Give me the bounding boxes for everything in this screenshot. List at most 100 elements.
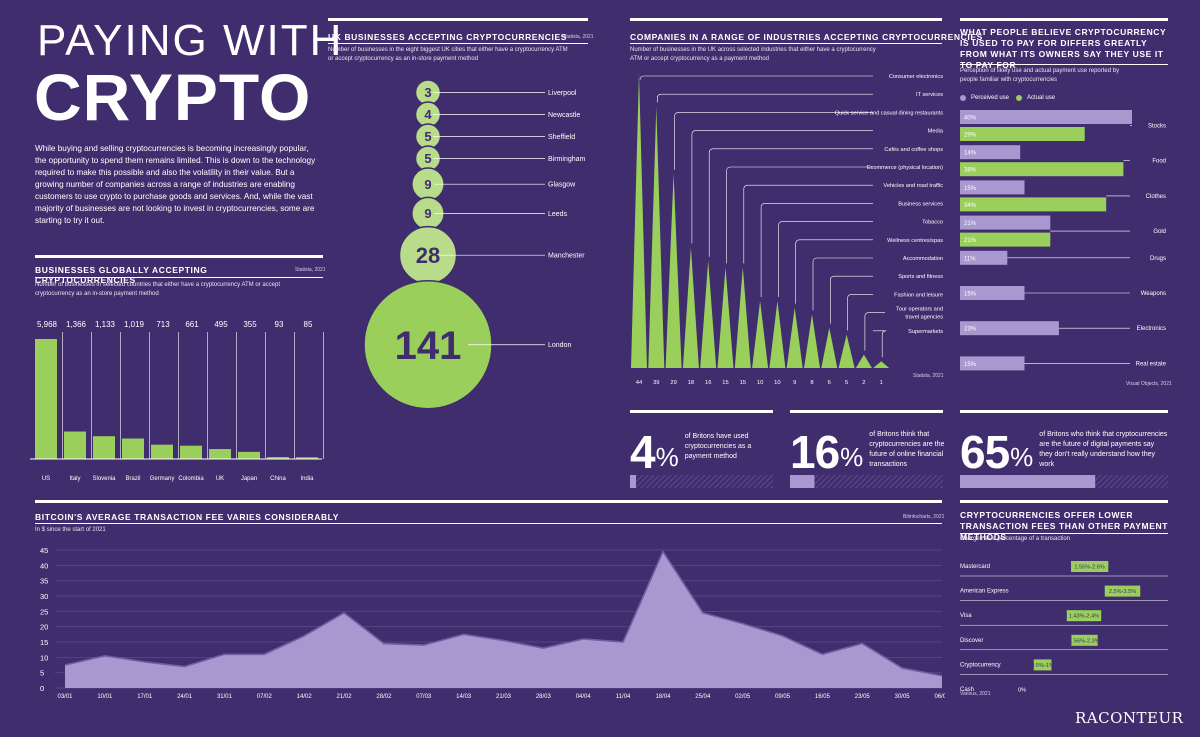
ind-label: Supermarkets bbox=[908, 329, 943, 335]
global-bar bbox=[180, 445, 202, 459]
fee-x-tick: 25/04 bbox=[695, 694, 711, 700]
ind-value-label: 15 bbox=[740, 380, 746, 386]
uk-title-underline bbox=[328, 43, 588, 44]
ind-value-label: 9 bbox=[793, 380, 796, 386]
ind-label: Sports and fitness bbox=[898, 274, 943, 280]
global-value-label: 1,019 bbox=[124, 320, 145, 329]
stat-fill bbox=[630, 475, 636, 488]
meth-range-label: 0.5%-1% bbox=[1031, 663, 1054, 669]
global-bar bbox=[209, 449, 231, 459]
fee-area bbox=[65, 551, 942, 688]
uk-city-label: London bbox=[548, 342, 571, 349]
uk-rule bbox=[328, 18, 588, 21]
legend-actual-label: Actual use bbox=[1027, 95, 1056, 101]
global-category-label: China bbox=[270, 476, 286, 482]
fee-x-tick: 18/04 bbox=[655, 694, 671, 700]
perc-actual-label: 34% bbox=[964, 203, 977, 209]
ind-label: Consumer electronics bbox=[889, 74, 943, 80]
uk-source: Statista, 2021 bbox=[563, 34, 594, 40]
ind-spike bbox=[717, 267, 734, 368]
ind-leader-line bbox=[726, 166, 873, 264]
uk-bubble-value: 4 bbox=[424, 107, 432, 122]
global-category-label: Slovenia bbox=[92, 476, 116, 482]
page-title-line2: CRYPTO bbox=[34, 60, 312, 134]
uk-bubble-value: 28 bbox=[416, 243, 440, 268]
meth-range-bar bbox=[1104, 585, 1141, 597]
ind-leader-line bbox=[847, 294, 873, 331]
fee-x-tick: 14/03 bbox=[456, 694, 472, 700]
fee-x-tick: 07/03 bbox=[416, 694, 432, 700]
fee-source: Bitinfocharts, 2021 bbox=[903, 514, 945, 520]
perc-category-label: Gold bbox=[1153, 229, 1166, 235]
fee-x-tick: 21/02 bbox=[337, 694, 353, 700]
meth-category-label: Mastercard bbox=[960, 564, 990, 570]
perc-category-label: Food bbox=[1152, 159, 1166, 165]
fee-line bbox=[64, 549, 943, 677]
ind-spike bbox=[786, 307, 803, 368]
global-bar-chart: 5,968 US 1,366 Italy 1,133 Slovenia 1,019 Brazi… bbox=[30, 320, 324, 482]
ind-leader-line bbox=[743, 184, 873, 264]
ind-leader-line bbox=[778, 221, 873, 297]
ind-leader-line bbox=[691, 130, 873, 244]
global-bar bbox=[64, 431, 86, 459]
uk-bubble-value: 9 bbox=[424, 206, 431, 221]
global-bar bbox=[122, 438, 144, 459]
ind-spike bbox=[648, 106, 665, 368]
ind-label: travel agencies bbox=[905, 315, 943, 321]
perc-perceived-bar bbox=[960, 145, 1021, 160]
perc-title: WHAT PEOPLE BELIEVE CRYPTOCURRENCY IS US… bbox=[960, 27, 1167, 70]
ind-label: IT services bbox=[916, 92, 943, 98]
global-value-label: 5,968 bbox=[37, 320, 58, 329]
perc-perceived-label: 14% bbox=[964, 151, 977, 157]
ind-title-underline bbox=[630, 43, 942, 44]
perc-perceived-bar bbox=[960, 250, 1008, 265]
ind-label: Vehicles and road traffic bbox=[883, 183, 943, 189]
fee-x-tick: 03/01 bbox=[57, 694, 73, 700]
meth-source: Various, 2021 bbox=[960, 691, 991, 697]
global-value-label: 1,366 bbox=[66, 320, 87, 329]
fee-x-tick: 06/06 bbox=[934, 694, 945, 700]
fee-title-underline bbox=[35, 523, 942, 524]
meth-range-bar bbox=[1033, 659, 1052, 671]
fee-y-tick: 30 bbox=[40, 592, 48, 601]
uk-bubble-value: 3 bbox=[424, 85, 431, 100]
perc-perceived-label: 15% bbox=[964, 186, 977, 192]
stat-fill bbox=[960, 475, 1096, 488]
fee-x-tick: 07/02 bbox=[257, 694, 273, 700]
uk-city-label: Sheffield bbox=[548, 134, 575, 141]
ind-spike bbox=[873, 361, 890, 368]
stat-1: 4 % of Britons have used cryptocurrencie… bbox=[630, 425, 765, 479]
ind-spike bbox=[821, 327, 838, 368]
ind-leader-line bbox=[708, 148, 873, 257]
fee-x-tick: 17/01 bbox=[137, 694, 153, 700]
fee-x-tick: 21/03 bbox=[496, 694, 512, 700]
fee-title: BITCOIN'S AVERAGE TRANSACTION FEE VARIES… bbox=[35, 512, 339, 522]
fee-x-tick: 28/03 bbox=[536, 694, 552, 700]
uk-city-label: Glasgow bbox=[548, 182, 576, 189]
perc-perceived-bar bbox=[960, 215, 1051, 230]
global-category-label: UK bbox=[216, 476, 224, 482]
stat-progress-bars bbox=[630, 475, 1168, 488]
perc-category-label: Clothes bbox=[1146, 194, 1166, 200]
fee-x-tick: 14/02 bbox=[297, 694, 313, 700]
ind-value-label: 5 bbox=[845, 380, 848, 386]
perc-perceived-bar bbox=[960, 356, 1025, 371]
perc-category-label: Electronics bbox=[1137, 326, 1166, 332]
global-category-label: Brazil bbox=[125, 476, 140, 482]
ind-label: Wellness centres/spas bbox=[887, 238, 943, 244]
perc-actual-label: 21% bbox=[964, 238, 977, 244]
global-category-label: Germany bbox=[150, 476, 175, 482]
uk-bubble-value: 5 bbox=[424, 151, 431, 166]
fee-subtitle: In $ since the start of 2021 bbox=[35, 527, 106, 533]
ind-value-label: 29 bbox=[670, 380, 676, 386]
meth-title: CRYPTOCURRENCIES OFFER LOWER TRANSACTION… bbox=[960, 510, 1169, 542]
stat-fill bbox=[790, 475, 815, 488]
global-subtitle: Number of businesses in selected countri… bbox=[35, 282, 281, 297]
ind-value-label: 10 bbox=[757, 380, 763, 386]
global-category-label: Italy bbox=[69, 476, 80, 482]
stat2-rule bbox=[790, 410, 943, 413]
meth-category-label: Cash bbox=[960, 687, 974, 693]
page-title-line1: PAYING WITH bbox=[37, 16, 344, 65]
ind-label: Media bbox=[928, 129, 944, 135]
legend-perceived-swatch bbox=[960, 95, 966, 101]
